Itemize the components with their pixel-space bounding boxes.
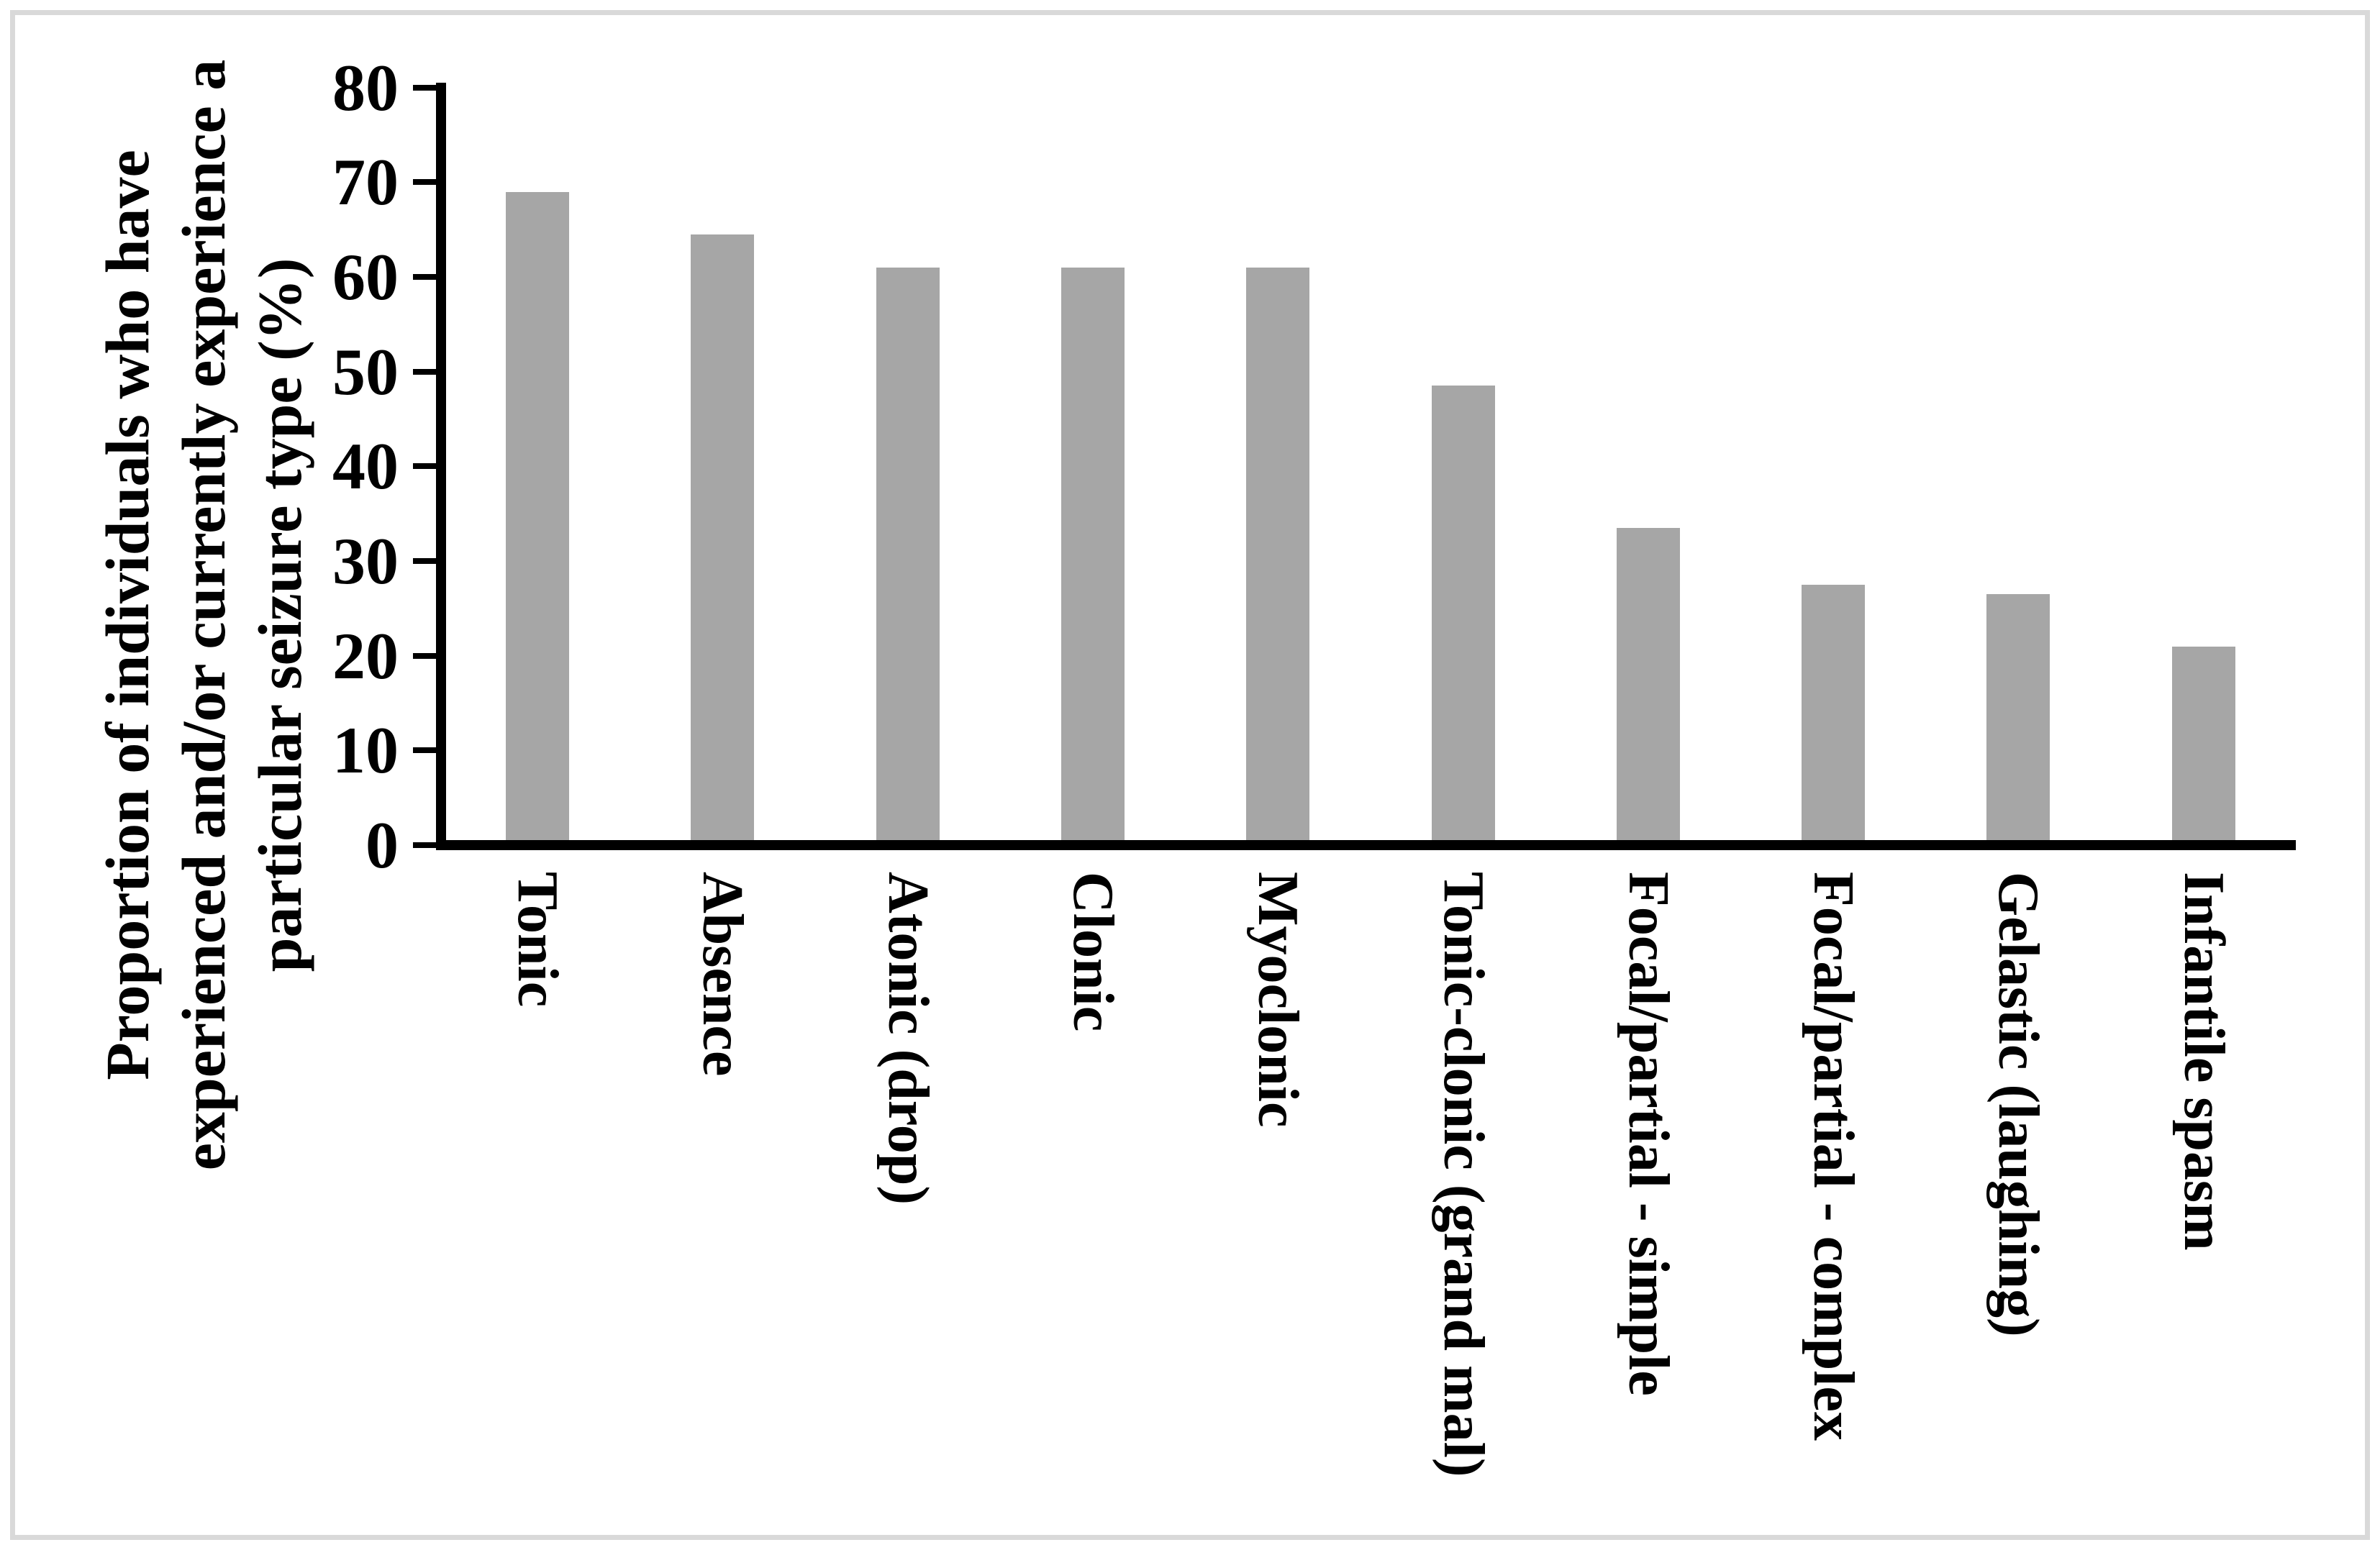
y-tick-mark bbox=[413, 747, 436, 754]
bar-clonic bbox=[1060, 267, 1125, 840]
y-tick-mark bbox=[413, 842, 436, 848]
y-axis-title: Proportion of individuals who have exper… bbox=[89, 60, 318, 1170]
y-tick-label: 60 bbox=[332, 240, 399, 314]
category-label: Tonic-clonic (grand mal) bbox=[1431, 872, 1495, 1477]
category-label: Myoclonic bbox=[1246, 872, 1310, 1128]
y-tick-label: 40 bbox=[332, 429, 399, 503]
y-tick-mark bbox=[413, 179, 436, 186]
bar-tonic-clonic-grand-mal bbox=[1431, 386, 1495, 840]
y-tick-mark bbox=[413, 368, 436, 375]
category-label: Focal/partial - simple bbox=[1616, 872, 1680, 1396]
y-tick-label: 10 bbox=[332, 714, 399, 788]
y-tick-label: 0 bbox=[365, 808, 399, 882]
y-tick-mark bbox=[413, 652, 436, 659]
category-label: Infantile spasm bbox=[2171, 872, 2235, 1251]
y-tick-mark bbox=[413, 274, 436, 281]
bar-focal-partial-complex bbox=[1802, 584, 1866, 840]
y-axis-title-line: Proportion of individuals who have bbox=[93, 150, 162, 1080]
y-tick-mark bbox=[413, 558, 436, 565]
y-tick-label: 30 bbox=[332, 524, 399, 598]
bar-atonic-drop bbox=[876, 267, 940, 840]
category-label: Atonic (drop) bbox=[876, 872, 940, 1205]
y-tick-label: 80 bbox=[332, 50, 399, 124]
category-label: Tonic bbox=[506, 872, 569, 1008]
bar-myoclonic bbox=[1246, 267, 1310, 840]
category-label: Focal/partial - complex bbox=[1802, 872, 1866, 1441]
figure-border bbox=[10, 10, 2370, 1540]
y-tick-label: 20 bbox=[332, 619, 399, 693]
y-axis-title-line: experienced and/or currently experience … bbox=[169, 59, 238, 1171]
bar-absence bbox=[691, 234, 755, 840]
bar-gelastic-laughing bbox=[1986, 594, 2050, 840]
y-axis-line bbox=[436, 82, 446, 850]
bar-focal-partial-simple bbox=[1616, 527, 1680, 840]
category-label: Clonic bbox=[1060, 872, 1125, 1032]
y-tick-mark bbox=[413, 84, 436, 91]
bar-tonic bbox=[506, 191, 569, 840]
y-axis-title-line: particular seizure type (%) bbox=[245, 257, 314, 972]
y-tick-label: 50 bbox=[332, 334, 399, 409]
bar-infantile-spasm bbox=[2171, 646, 2235, 840]
y-tick-label: 70 bbox=[332, 145, 399, 219]
x-axis-line bbox=[436, 840, 2296, 850]
category-label: Absence bbox=[691, 872, 755, 1077]
category-label: Gelastic (laughing) bbox=[1986, 872, 2050, 1337]
y-tick-mark bbox=[413, 463, 436, 470]
